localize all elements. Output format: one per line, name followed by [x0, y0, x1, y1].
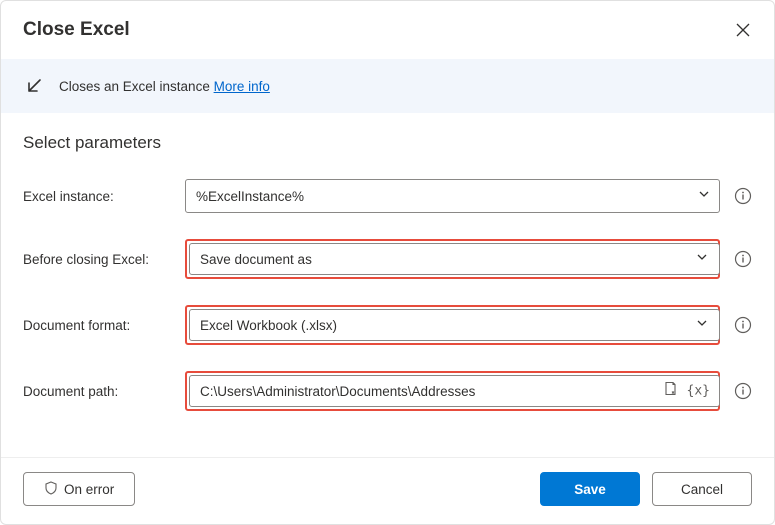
arrow-down-left-icon — [23, 75, 45, 97]
section-title: Select parameters — [23, 133, 752, 153]
row-document-path: Document path: C:\Users\Administrator\Do… — [23, 371, 752, 411]
footer-right: Save Cancel — [540, 472, 752, 506]
label-document-format: Document format: — [23, 318, 175, 333]
banner-text: Closes an Excel instance More info — [59, 79, 270, 94]
value-excel-instance: %ExcelInstance% — [196, 189, 304, 204]
banner-description: Closes an Excel instance — [59, 79, 210, 94]
field-document-path-wrap: C:\Users\Administrator\Documents\Address… — [185, 371, 720, 411]
dialog-content: Select parameters Excel instance: %Excel… — [1, 113, 774, 457]
value-document-format: Excel Workbook (.xlsx) — [200, 318, 337, 333]
close-icon[interactable] — [734, 21, 752, 39]
dialog-title: Close Excel — [23, 19, 130, 41]
label-before-closing: Before closing Excel: — [23, 252, 175, 267]
label-excel-instance: Excel instance: — [23, 189, 175, 204]
value-before-closing: Save document as — [200, 252, 312, 267]
file-picker-icon[interactable] — [663, 381, 679, 402]
close-excel-dialog: Close Excel Closes an Excel instance Mor… — [0, 0, 775, 525]
dialog-header: Close Excel — [1, 1, 774, 49]
shield-icon — [44, 481, 58, 498]
row-before-closing: Before closing Excel: Save document as — [23, 239, 752, 279]
info-icon[interactable] — [734, 187, 752, 205]
cancel-label: Cancel — [681, 482, 723, 497]
cancel-button[interactable]: Cancel — [652, 472, 752, 506]
info-icon[interactable] — [734, 316, 752, 334]
input-document-path[interactable]: C:\Users\Administrator\Documents\Address… — [189, 375, 720, 407]
row-excel-instance: Excel instance: %ExcelInstance% — [23, 179, 752, 213]
more-info-link[interactable]: More info — [214, 79, 270, 94]
dialog-footer: On error Save Cancel — [1, 457, 774, 524]
info-icon[interactable] — [734, 382, 752, 400]
on-error-button[interactable]: On error — [23, 472, 135, 506]
path-field-icons: {x} — [663, 381, 710, 402]
select-excel-instance[interactable]: %ExcelInstance% — [185, 179, 720, 213]
save-button[interactable]: Save — [540, 472, 640, 506]
save-label: Save — [574, 482, 606, 497]
variable-icon[interactable]: {x} — [687, 384, 710, 399]
info-icon[interactable] — [734, 250, 752, 268]
select-before-closing[interactable]: Save document as — [189, 243, 720, 275]
select-document-format[interactable]: Excel Workbook (.xlsx) — [189, 309, 720, 341]
row-document-format: Document format: Excel Workbook (.xlsx) — [23, 305, 752, 345]
on-error-label: On error — [64, 482, 114, 497]
info-banner: Closes an Excel instance More info — [1, 59, 774, 113]
field-before-closing-wrap: Save document as — [185, 239, 720, 279]
field-document-format-wrap: Excel Workbook (.xlsx) — [185, 305, 720, 345]
field-excel-instance-wrap: %ExcelInstance% — [185, 179, 720, 213]
value-document-path: C:\Users\Administrator\Documents\Address… — [200, 384, 475, 399]
label-document-path: Document path: — [23, 384, 175, 399]
